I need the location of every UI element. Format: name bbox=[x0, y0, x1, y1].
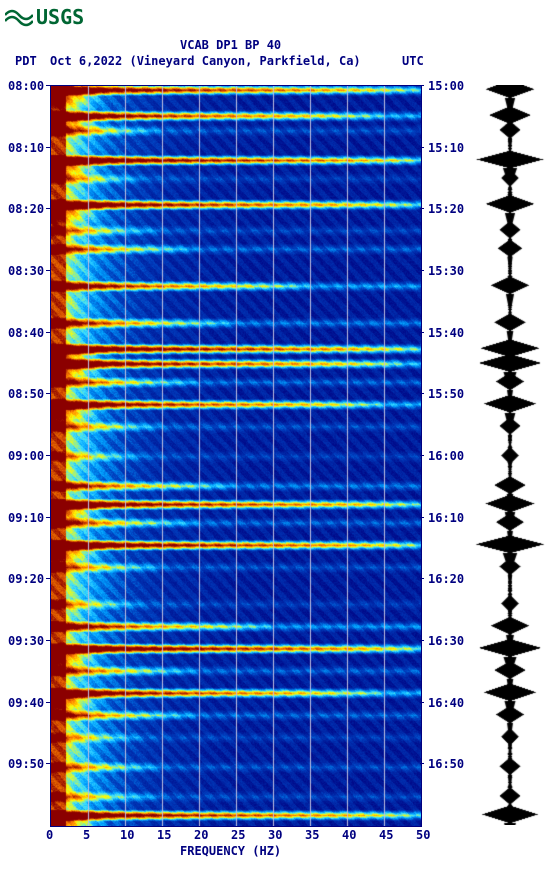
waveform-canvas bbox=[475, 85, 545, 825]
y-tick-right: 16:40 bbox=[428, 696, 464, 710]
y-tick-right: 15:20 bbox=[428, 202, 464, 216]
x-tick: 15 bbox=[157, 828, 171, 842]
waveform-panel bbox=[475, 85, 545, 825]
x-tick: 30 bbox=[268, 828, 282, 842]
tz-right-label: UTC bbox=[402, 54, 424, 68]
x-tick: 35 bbox=[305, 828, 319, 842]
y-tick-left: 08:30 bbox=[8, 264, 44, 278]
y-tick-right: 16:50 bbox=[428, 757, 464, 771]
y-tick-right: 15:10 bbox=[428, 141, 464, 155]
x-tick: 10 bbox=[120, 828, 134, 842]
x-tick: 50 bbox=[416, 828, 430, 842]
y-tick-left: 08:40 bbox=[8, 326, 44, 340]
x-tick: 20 bbox=[194, 828, 208, 842]
spectrogram-canvas bbox=[51, 86, 421, 826]
y-tick-left: 08:20 bbox=[8, 202, 44, 216]
x-tick: 0 bbox=[46, 828, 53, 842]
usgs-wave-icon bbox=[5, 7, 33, 27]
x-axis-label: FREQUENCY (HZ) bbox=[180, 844, 281, 858]
date-location: Oct 6,2022 (Vineyard Canyon, Parkfield, … bbox=[50, 54, 361, 68]
y-tick-left: 08:10 bbox=[8, 141, 44, 155]
usgs-text: USGS bbox=[36, 5, 84, 29]
y-tick-right: 15:50 bbox=[428, 387, 464, 401]
y-tick-right: 15:30 bbox=[428, 264, 464, 278]
y-tick-right: 16:30 bbox=[428, 634, 464, 648]
usgs-logo: USGS bbox=[5, 5, 84, 29]
y-tick-right: 15:40 bbox=[428, 326, 464, 340]
spectrogram-chart bbox=[50, 85, 422, 827]
y-tick-left: 08:00 bbox=[8, 79, 44, 93]
y-tick-left: 09:10 bbox=[8, 511, 44, 525]
y-tick-left: 09:50 bbox=[8, 757, 44, 771]
y-tick-right: 16:00 bbox=[428, 449, 464, 463]
x-tick: 25 bbox=[231, 828, 245, 842]
x-tick: 45 bbox=[379, 828, 393, 842]
y-tick-right: 16:10 bbox=[428, 511, 464, 525]
tz-left-label: PDT bbox=[15, 54, 37, 68]
y-tick-left: 09:20 bbox=[8, 572, 44, 586]
y-tick-right: 16:20 bbox=[428, 572, 464, 586]
x-tick: 40 bbox=[342, 828, 356, 842]
x-tick: 5 bbox=[83, 828, 90, 842]
y-tick-left: 09:30 bbox=[8, 634, 44, 648]
y-tick-right: 15:00 bbox=[428, 79, 464, 93]
y-tick-left: 09:00 bbox=[8, 449, 44, 463]
y-tick-left: 09:40 bbox=[8, 696, 44, 710]
y-tick-left: 08:50 bbox=[8, 387, 44, 401]
chart-title: VCAB DP1 BP 40 bbox=[180, 38, 281, 52]
